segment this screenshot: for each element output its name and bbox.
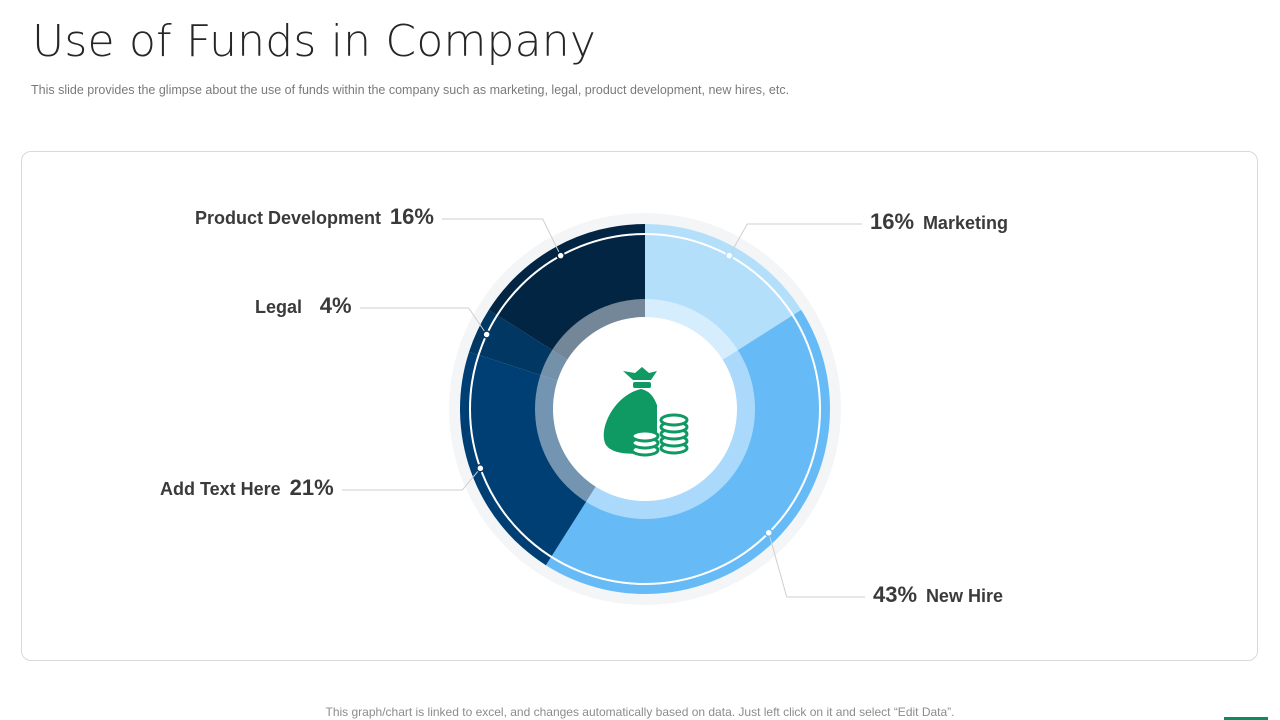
- category-label: Marketing: [922, 213, 1008, 233]
- center-glow-ring: [535, 299, 755, 519]
- label-legal: Legal 4%: [255, 293, 352, 319]
- value-label: 21%: [289, 475, 334, 500]
- leader-dot: [725, 251, 734, 260]
- leader-dot: [764, 528, 773, 537]
- label-marketing: 16% Marketing: [870, 209, 1008, 235]
- inner-white-ring: [469, 233, 821, 585]
- leader-line: [442, 218, 562, 256]
- category-label: Legal: [255, 297, 303, 317]
- bag-top: [623, 367, 657, 380]
- category-label: New Hire: [925, 586, 1003, 606]
- page-title: Use of Funds in Company: [32, 16, 597, 67]
- slice-legal: [469, 309, 568, 381]
- leader-line: [728, 223, 862, 256]
- leader-line: [768, 532, 865, 598]
- slice-product-development: [488, 224, 645, 360]
- coin: [630, 429, 660, 443]
- leader-dot: [476, 464, 485, 473]
- footer-note: This graph/chart is linked to excel, and…: [325, 705, 955, 719]
- money-bag-coins-icon: [603, 367, 689, 457]
- leader-line: [360, 307, 488, 335]
- value-label: 16%: [389, 204, 434, 229]
- category-label: Product Development: [195, 208, 382, 228]
- leader-dot: [482, 330, 491, 339]
- bag-tie: [633, 382, 651, 388]
- footer-accent-bar: [1224, 717, 1268, 720]
- label-add-text-here: Add Text Here 21%: [160, 475, 334, 501]
- slice-add-text-here: [460, 351, 596, 566]
- label-new-hire: 43% New Hire: [873, 582, 1003, 608]
- category-label: Add Text Here: [160, 479, 281, 499]
- leader-line: [342, 467, 481, 491]
- value-label: 4%: [319, 293, 352, 318]
- slice-marketing: [645, 224, 802, 360]
- page-subtitle: This slide provides the glimpse about th…: [31, 83, 790, 97]
- coin: [659, 413, 689, 427]
- value-label: 43%: [873, 582, 918, 607]
- value-label: 16%: [870, 209, 915, 234]
- slice-new-hire: [545, 309, 831, 595]
- leader-dot: [556, 251, 565, 260]
- label-product-development: Product Development 16%: [195, 204, 434, 230]
